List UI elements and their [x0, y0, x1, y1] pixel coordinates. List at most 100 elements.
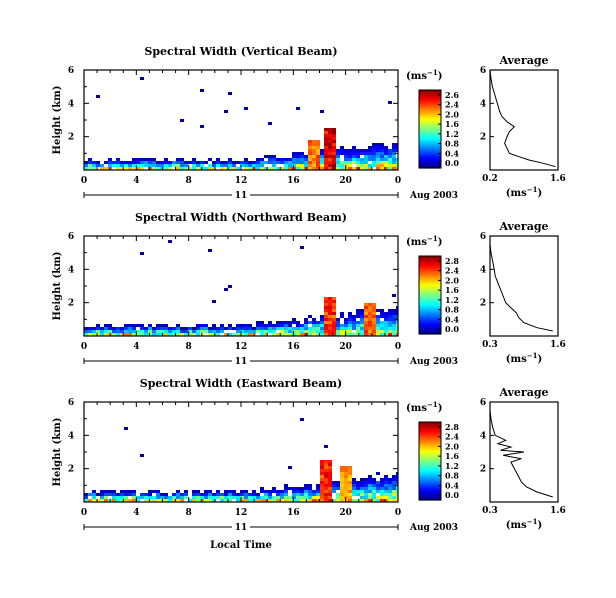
heatmap-cell: [312, 333, 316, 336]
heatmap-cell: [240, 324, 244, 327]
heatmap-cell: [300, 152, 304, 155]
heatmap-cell: [348, 475, 352, 478]
colorbar-segment: [419, 267, 441, 271]
heatmap-cell: [392, 484, 396, 487]
heatmap-cell: [392, 475, 396, 478]
heatmap-cell: [336, 324, 340, 327]
heatmap-cell: [332, 149, 336, 152]
colorbar-segment: [419, 99, 441, 103]
heatmap-cell: [336, 152, 340, 155]
heatmap-cell: [152, 164, 156, 167]
heatmap-cell: [352, 155, 356, 158]
colorbar-tick-label: 1.2: [445, 295, 459, 305]
heatmap-cell: [84, 499, 88, 502]
heatmap-cell: [220, 493, 224, 496]
heatmap-cell: [308, 146, 312, 149]
colorbar-segment: [419, 287, 441, 290]
x-tick-label: 0: [395, 508, 401, 518]
heatmap-cell: [220, 499, 224, 502]
colorbar-segment: [419, 162, 441, 165]
heatmap-cell: [360, 487, 364, 490]
heatmap-cell: [204, 330, 208, 333]
heatmap-cell: [356, 333, 360, 336]
heatmap-cell: [164, 496, 168, 499]
heatmap-cell: [252, 496, 256, 499]
heatmap-cell: [208, 499, 212, 502]
heatmap-cell: [268, 155, 272, 158]
heatmap-cell: [304, 487, 308, 490]
heatmap-cell: [396, 161, 398, 164]
y-axis-label: Height (km): [52, 418, 63, 487]
heatmap-cell: [340, 499, 344, 502]
colorbar-segment: [419, 302, 441, 306]
heatmap-cell: [136, 499, 140, 502]
heatmap-cell: [204, 324, 208, 327]
heatmap-cell: [240, 490, 244, 493]
heatmap-cell: [120, 496, 124, 499]
heatmap-cell: [336, 487, 340, 490]
heatmap-cell: [160, 164, 164, 167]
heatmap-cell: [128, 327, 132, 330]
heatmap-cell: [340, 330, 344, 333]
colorbar-segment: [419, 111, 441, 114]
heatmap-cell: [324, 146, 328, 149]
heatmap-cell: [284, 321, 288, 324]
heatmap-cell: [380, 315, 384, 318]
heatmap-cell: [316, 158, 320, 161]
heatmap-cell: [328, 481, 332, 484]
heatmap-cell: [92, 167, 96, 170]
x-tick-label: 20: [339, 342, 352, 352]
heatmap-cell: [320, 315, 324, 318]
heatmap-cell: [144, 330, 148, 333]
heatmap-cell: [308, 158, 312, 161]
heatmap-cell: [324, 481, 328, 484]
heatmap-cell: [384, 161, 388, 164]
colorbar-segment: [419, 281, 441, 284]
heatmap-cell: [356, 149, 360, 152]
heatmap-cell: [288, 487, 292, 490]
colorbar-segment: [419, 422, 441, 425]
heatmap-cell: [336, 149, 340, 152]
heatmap-cell: [216, 333, 220, 336]
heatmap-cell: [396, 493, 398, 496]
heatmap-cell: [268, 158, 272, 161]
heatmap-cell: [164, 324, 168, 327]
heatmap-cell: [112, 499, 116, 502]
heatmap-cell: [108, 493, 112, 496]
heatmap-cell: [352, 315, 356, 318]
average-x-label: (ms−1): [506, 351, 542, 366]
heatmap-cell: [124, 324, 128, 327]
heatmap-cell: [188, 161, 192, 164]
heatmap-cell: [332, 137, 336, 140]
heatmap-cell: [212, 167, 216, 170]
heatmap-cell: [320, 330, 324, 333]
heatmap-cell: [384, 499, 388, 502]
heatmap-cell: [260, 333, 264, 336]
colorbar-tick-label: 1.6: [445, 451, 459, 461]
heatmap-cell: [364, 164, 368, 167]
heatmap-cell: [388, 484, 392, 487]
heatmap-cell: [84, 161, 88, 164]
heatmap-cell: [280, 490, 284, 493]
heatmap-cell: [384, 167, 388, 170]
colorbar-tick-label: 0.4: [445, 314, 459, 324]
heatmap-cell: [328, 161, 332, 164]
heatmap-cell: [328, 333, 332, 336]
heatmap-cell: [180, 493, 184, 496]
heatmap-cell: [396, 472, 398, 475]
heatmap-cell: [280, 324, 284, 327]
heatmap-cell: [352, 152, 356, 155]
heatmap-cell: [228, 161, 232, 164]
colorbar-unit-label: (ms−1): [406, 400, 442, 415]
heatmap-cell: [200, 89, 204, 92]
colorbar-segment: [419, 496, 441, 499]
heatmap-cell: [372, 487, 376, 490]
heatmap-cell: [264, 496, 268, 499]
heatmap-cell: [316, 493, 320, 496]
heatmap-cell: [268, 321, 272, 324]
average-panel: Average 6 4 2 0.2 1.6 (ms−1): [480, 54, 566, 199]
heatmap-cell: [332, 134, 336, 137]
colorbar-frame: [418, 421, 442, 501]
heatmap-cell: [232, 161, 236, 164]
